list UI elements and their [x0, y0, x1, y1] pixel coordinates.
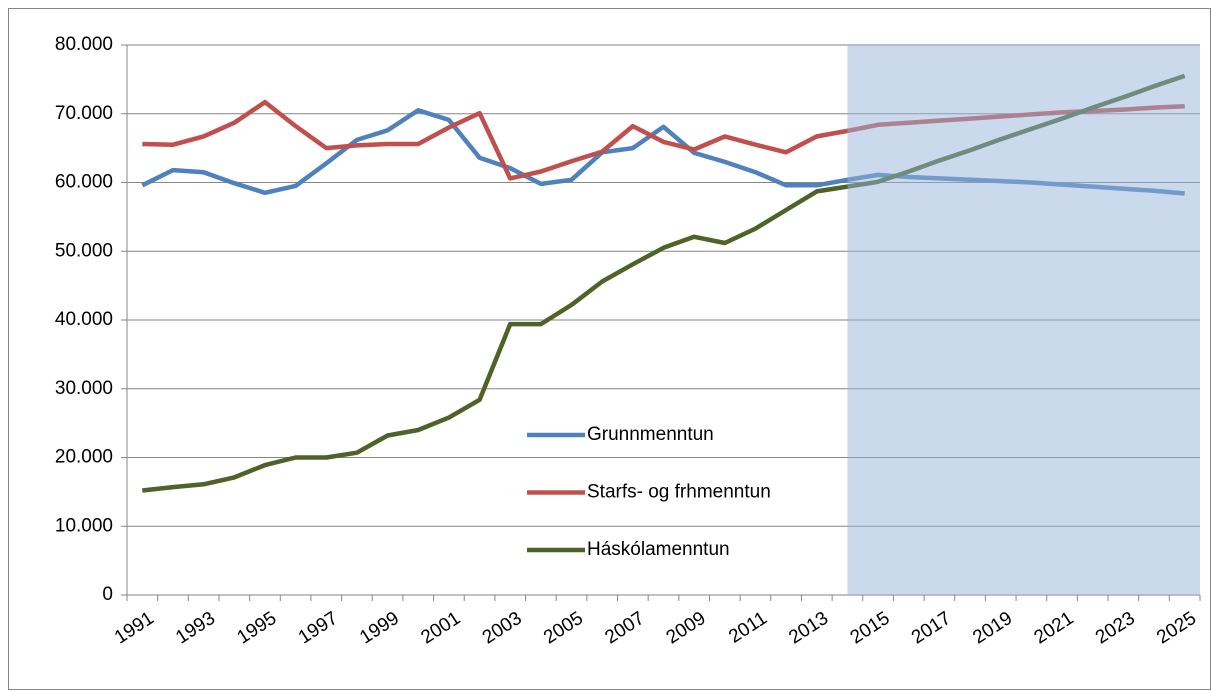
y-tick-label: 20.000 [55, 447, 113, 468]
legend-label: Starfs- og frhmenntun [587, 482, 771, 503]
y-tick-label: 30.000 [55, 378, 113, 399]
legend-label: Grunnmenntun [587, 424, 714, 445]
y-tick-label: 80.000 [55, 34, 113, 55]
y-tick-label: 10.000 [55, 515, 113, 536]
forecast-shade [847, 45, 1200, 595]
y-tick-label: 50.000 [55, 240, 113, 261]
y-tick-label: 60.000 [55, 172, 113, 193]
legend-label: Háskólamenntun [587, 539, 730, 560]
y-tick-label: 40.000 [55, 309, 113, 330]
y-tick-label: 70.000 [55, 103, 113, 124]
y-tick-label: 0 [102, 584, 113, 605]
